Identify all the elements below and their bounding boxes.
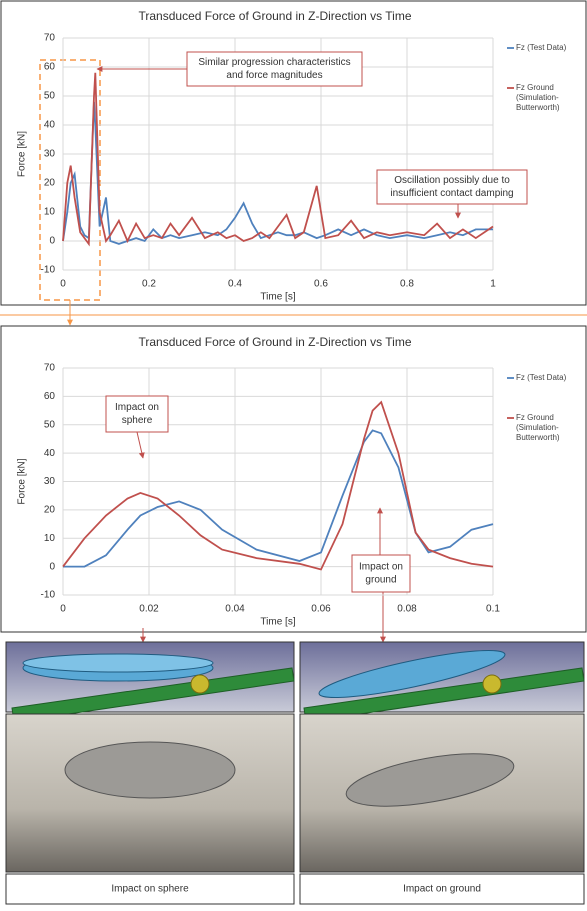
- photo-object: [345, 753, 515, 807]
- simulation-right: [299, 641, 585, 723]
- legend-label-box: Fz Ground (Simulation-Butterworth): [516, 83, 560, 112]
- legend-label: Fz (Test Data): [516, 373, 567, 382]
- chart-title: Transduced Force of Ground in Z-Directio…: [139, 335, 412, 349]
- x-tick-label: 0: [60, 604, 66, 615]
- y-tick-label: -10: [41, 590, 56, 601]
- annotation-box: [376, 169, 528, 205]
- y-tick-label: 20: [44, 178, 56, 189]
- caption-box: [299, 873, 585, 905]
- caption: Impact on sphere: [111, 884, 189, 895]
- y-axis-label: Force [kN]: [17, 131, 28, 177]
- y-tick-label: -10: [41, 265, 56, 276]
- photo-object: [64, 741, 236, 799]
- annotation-text: and force magnitudes: [226, 70, 322, 81]
- x-tick-label: 0.4: [228, 279, 242, 290]
- simulation-left: [5, 641, 295, 723]
- chart-title: Transduced Force of Ground in Z-Directio…: [139, 9, 412, 23]
- y-tick-label: 0: [49, 561, 55, 572]
- annotation-text: Oscillation possibly due to: [394, 175, 510, 186]
- y-tick-label: 50: [44, 419, 56, 430]
- x-tick-label: 0.6: [314, 279, 328, 290]
- caption-box: [5, 873, 295, 905]
- annotation-text: insufficient contact damping: [390, 188, 513, 199]
- y-tick-label: 0: [49, 236, 55, 247]
- legend-label-box: Fz Ground (Simulation-Butterworth): [516, 413, 560, 442]
- x-tick-label: 0.2: [142, 279, 156, 290]
- x-tick-label: 0: [60, 279, 66, 290]
- y-tick-label: 50: [44, 91, 56, 102]
- x-tick-label: 0.1: [486, 604, 500, 615]
- y-axis-label: Force [kN]: [17, 458, 28, 504]
- series-line: [62, 101, 493, 245]
- x-tick-label: 1: [490, 279, 496, 290]
- y-tick-label: 20: [44, 505, 56, 516]
- legend-label: Fz Ground (Simulation-Butterworth): [516, 413, 560, 442]
- caption: Impact on ground: [403, 884, 481, 895]
- y-tick-label: 70: [44, 363, 56, 374]
- panel-border: [0, 0, 587, 306]
- x-tick-label: 0.08: [397, 604, 417, 615]
- panel-border: [0, 325, 587, 633]
- series-line: [62, 400, 494, 571]
- y-tick-label: 40: [44, 120, 56, 131]
- annotation-arrow: [136, 431, 145, 459]
- annotation-box: [351, 554, 411, 593]
- annotation-text: sphere: [122, 415, 153, 426]
- legend-label-box: Fz (Test Data): [516, 373, 567, 382]
- series-line: [62, 72, 494, 247]
- y-tick-label: 30: [44, 149, 56, 160]
- x-tick-label: 0.04: [225, 604, 245, 615]
- annotation-text: ground: [365, 575, 396, 586]
- annotation-text: Impact on: [359, 562, 403, 573]
- annotation-text: Impact on: [115, 402, 159, 413]
- x-tick-label: 0.06: [311, 604, 331, 615]
- y-tick-label: 10: [44, 533, 56, 544]
- x-axis-label: Time [s]: [260, 617, 295, 628]
- y-tick-label: 40: [44, 448, 56, 459]
- y-tick-label: 60: [44, 62, 56, 73]
- y-tick-label: 10: [44, 207, 56, 218]
- x-axis-label: Time [s]: [260, 292, 295, 303]
- x-tick-label: 0.02: [139, 604, 159, 615]
- legend-label: Fz (Test Data): [516, 43, 567, 52]
- y-tick-label: 30: [44, 476, 56, 487]
- legend-label: Fz Ground (Simulation-Butterworth): [516, 83, 560, 112]
- annotation-text: Similar progression characteristics: [198, 57, 350, 68]
- x-tick-label: 0.8: [400, 279, 414, 290]
- y-tick-label: 70: [44, 33, 56, 44]
- legend-label-box: Fz (Test Data): [516, 43, 567, 52]
- y-tick-label: 60: [44, 391, 56, 402]
